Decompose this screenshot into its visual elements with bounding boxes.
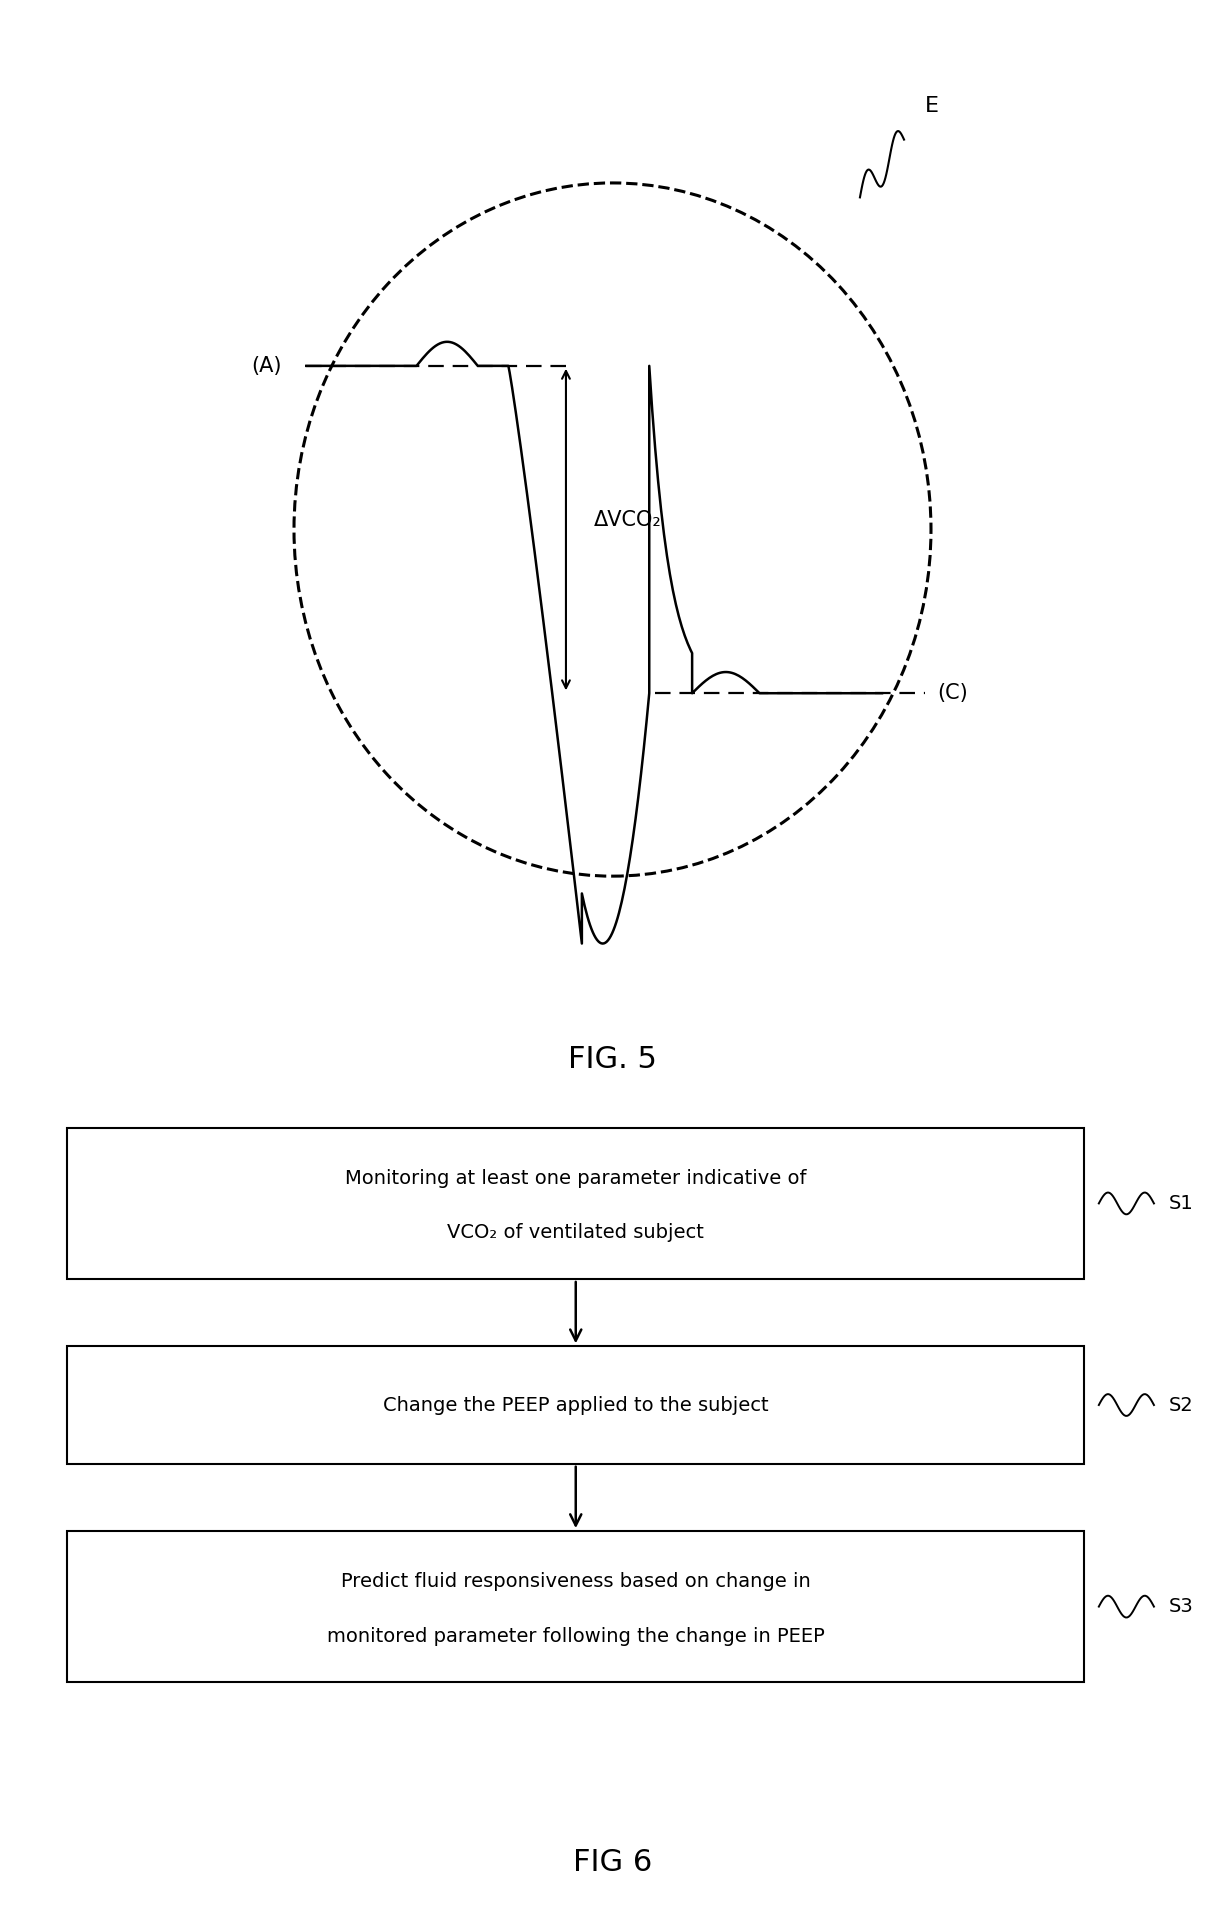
- Text: Predict fluid responsiveness based on change in: Predict fluid responsiveness based on ch…: [341, 1571, 811, 1590]
- Text: FIG. 5: FIG. 5: [568, 1044, 657, 1073]
- Text: monitored parameter following the change in PEEP: monitored parameter following the change…: [327, 1626, 824, 1646]
- Text: S3: S3: [1169, 1598, 1193, 1617]
- Text: Monitoring at least one parameter indicative of: Monitoring at least one parameter indica…: [345, 1168, 806, 1187]
- Text: S2: S2: [1169, 1395, 1193, 1415]
- Text: (C): (C): [937, 683, 968, 703]
- Text: S1: S1: [1169, 1193, 1193, 1212]
- Text: E: E: [925, 95, 938, 116]
- Text: Change the PEEP applied to the subject: Change the PEEP applied to the subject: [383, 1395, 768, 1415]
- Text: ΔVCO₂: ΔVCO₂: [594, 510, 662, 531]
- Text: VCO₂ of ventilated subject: VCO₂ of ventilated subject: [447, 1224, 704, 1243]
- Text: FIG 6: FIG 6: [573, 1848, 652, 1877]
- Text: (A): (A): [251, 355, 282, 376]
